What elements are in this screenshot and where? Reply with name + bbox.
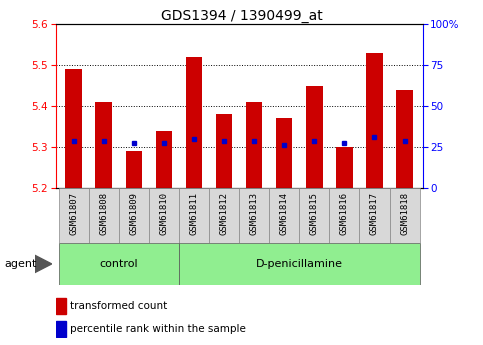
Text: percentile rank within the sample: percentile rank within the sample <box>70 324 246 334</box>
Bar <box>336 147 353 188</box>
Text: GSM61808: GSM61808 <box>99 193 108 235</box>
Bar <box>306 86 323 188</box>
Bar <box>56 321 66 337</box>
Bar <box>156 131 172 188</box>
Bar <box>329 188 359 243</box>
Polygon shape <box>35 255 52 273</box>
Bar <box>58 243 179 285</box>
Text: GSM61809: GSM61809 <box>129 193 138 235</box>
Bar <box>389 188 420 243</box>
Text: GSM61813: GSM61813 <box>250 193 258 235</box>
Bar <box>299 188 329 243</box>
Bar <box>216 114 232 188</box>
Bar <box>179 243 420 285</box>
Bar <box>179 188 209 243</box>
Text: D-penicillamine: D-penicillamine <box>256 259 343 269</box>
Bar <box>366 53 383 188</box>
Bar <box>396 90 413 188</box>
Bar <box>359 188 389 243</box>
Text: transformed count: transformed count <box>70 301 168 311</box>
Bar <box>246 102 262 188</box>
Bar <box>269 188 299 243</box>
Text: agent: agent <box>5 259 37 269</box>
Bar <box>149 188 179 243</box>
Text: GSM61816: GSM61816 <box>340 193 349 235</box>
Text: GSM61817: GSM61817 <box>370 193 379 235</box>
Text: GSM61814: GSM61814 <box>280 193 289 235</box>
Text: GSM61818: GSM61818 <box>400 193 409 235</box>
Bar <box>56 298 66 314</box>
Bar <box>126 151 142 188</box>
Bar <box>96 102 112 188</box>
Text: GDS1394 / 1390499_at: GDS1394 / 1390499_at <box>161 9 322 23</box>
Bar <box>276 118 293 188</box>
Text: control: control <box>99 259 138 269</box>
Bar <box>209 188 239 243</box>
Bar <box>89 188 119 243</box>
Text: GSM61815: GSM61815 <box>310 193 319 235</box>
Bar <box>58 188 89 243</box>
Text: GSM61812: GSM61812 <box>220 193 228 235</box>
Text: GSM61811: GSM61811 <box>189 193 199 235</box>
Text: GSM61807: GSM61807 <box>69 193 78 235</box>
Bar <box>239 188 269 243</box>
Bar <box>65 69 82 188</box>
Bar <box>185 57 202 188</box>
Text: GSM61810: GSM61810 <box>159 193 169 235</box>
Bar <box>119 188 149 243</box>
